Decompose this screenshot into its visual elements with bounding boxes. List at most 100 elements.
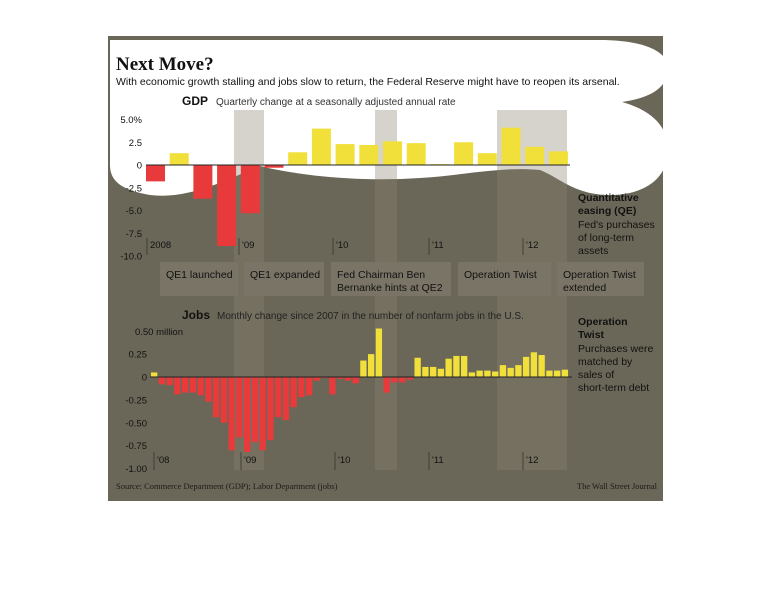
event-box-3 (458, 262, 551, 296)
event-label: Fed Chairman Ben (337, 269, 425, 281)
jobs-bar (337, 377, 344, 379)
gdp-x-tick: '11 (432, 240, 444, 251)
legend-twist-desc-4: short-term debt (578, 382, 649, 394)
jobs-bar (399, 377, 406, 383)
event-box-2 (331, 262, 451, 296)
gdp-bar (525, 146, 545, 165)
legend-qe-title-1: Quantitative (578, 192, 639, 204)
legend-qe-desc-3: assets (578, 245, 608, 257)
jobs-bar (445, 358, 452, 377)
jobs-y-tick: 0.25 (129, 350, 148, 361)
jobs-bar (546, 370, 553, 377)
gdp-x-tick: '10 (336, 240, 348, 251)
legend-twist-desc-1: Purchases were (578, 343, 653, 355)
legend-qe-desc-1: Fed's purchases (578, 219, 655, 231)
jobs-bar (360, 360, 367, 377)
jobs-bar (530, 352, 538, 377)
gdp-description: Quarterly change at a seasonally adjuste… (216, 97, 456, 108)
jobs-bar (236, 377, 243, 438)
gdp-bar (146, 165, 165, 182)
gdp-bar (288, 152, 308, 165)
gdp-x-tick: '12 (526, 240, 538, 251)
jobs-bar (158, 377, 166, 385)
legend-twist-desc-3: sales of (578, 369, 614, 381)
jobs-bar (151, 372, 158, 377)
legend-qe-desc-2: of long-term (578, 232, 634, 244)
jobs-x-tick: '09 (244, 455, 256, 466)
jobs-bar (244, 377, 251, 453)
legend-twist-title-1: Operation (578, 316, 628, 328)
event-label: QE1 launched (166, 269, 233, 281)
jobs-bar (189, 377, 197, 393)
footer-source: Source: Commerce Department (GDP); Labor… (116, 481, 338, 491)
event-label: Operation Twist (563, 269, 636, 281)
jobs-y-tick: -0.50 (125, 418, 147, 429)
jobs-bar (182, 377, 189, 393)
footer-credit: The Wall Street Journal (577, 481, 658, 491)
jobs-bar (368, 354, 375, 377)
jobs-bar (430, 366, 437, 377)
event-box-0 (160, 262, 238, 296)
jobs-bar (492, 371, 499, 377)
jobs-bar (306, 377, 313, 396)
gdp-bar (240, 165, 260, 214)
jobs-y-tick: -1.00 (125, 464, 147, 475)
jobs-bar (414, 357, 421, 377)
event-box-4 (557, 262, 644, 296)
gdp-bar (454, 142, 474, 165)
event-label: Bernanke hints at QE2 (337, 282, 443, 294)
legend-twist-title-2: Twist (578, 329, 605, 341)
jobs-bar (282, 377, 290, 421)
gdp-y-tick: -2.5 (126, 183, 142, 194)
jobs-x-tick: '12 (526, 455, 538, 466)
axes: 5.0% 2.5 0 -2.5 -5.0 -7.5 -10.0 2008 '09 '10 '11 '1… (120, 115, 644, 475)
jobs-bar (352, 377, 359, 384)
jobs-y-tick: -0.75 (125, 441, 147, 452)
jobs-x-tick: '11 (432, 455, 444, 466)
event-box-1 (244, 262, 324, 296)
gdp-bar (406, 143, 426, 165)
jobs-bar (375, 328, 383, 377)
gdp-x-tick: '09 (242, 240, 254, 251)
jobs-bar (259, 377, 266, 451)
gdp-x-tick: 2008 (150, 240, 171, 251)
jobs-bar (453, 355, 460, 377)
jobs-bar (507, 367, 514, 377)
gdp-bar (477, 153, 497, 165)
event-label: QE1 expanded (250, 269, 320, 281)
gdp-bar (548, 151, 568, 165)
jobs-bar (290, 377, 297, 408)
jobs-bar (329, 377, 336, 395)
jobs-bar (228, 377, 235, 451)
jobs-bar (197, 377, 204, 396)
jobs-bar (476, 370, 483, 377)
gdp-y-tick: 2.5 (129, 138, 142, 149)
gdp-bar (501, 127, 521, 165)
jobs-bar (391, 377, 398, 383)
jobs-bar (499, 365, 507, 377)
chart-subtitle: With economic growth stalling and jobs s… (116, 76, 620, 88)
legend-twist-desc-2: matched by (578, 356, 633, 368)
jobs-bar (422, 366, 429, 377)
jobs-bar (251, 377, 259, 442)
jobs-y-tick: 0 (142, 373, 147, 384)
jobs-description: Monthly change since 2007 in the number … (217, 311, 524, 322)
gdp-bar (359, 144, 379, 165)
jobs-bar (437, 368, 445, 377)
legend-qe: Quantitative easing (QE) Fed's purchases… (578, 192, 655, 257)
jobs-bar (461, 355, 468, 377)
gdp-bar (383, 141, 402, 165)
jobs-bar (561, 369, 569, 377)
bars (146, 127, 569, 453)
jobs-bar (267, 377, 274, 441)
jobs-x-tick: '08 (157, 455, 169, 466)
jobs-bar (406, 377, 414, 380)
legend-twist: Operation Twist Purchases were matched b… (578, 316, 653, 394)
jobs-bar (538, 355, 545, 377)
gdp-bar (264, 165, 284, 168)
gdp-bar (169, 153, 189, 165)
jobs-bar (298, 377, 305, 398)
gdp-bar (311, 128, 331, 165)
jobs-bar (468, 372, 476, 377)
